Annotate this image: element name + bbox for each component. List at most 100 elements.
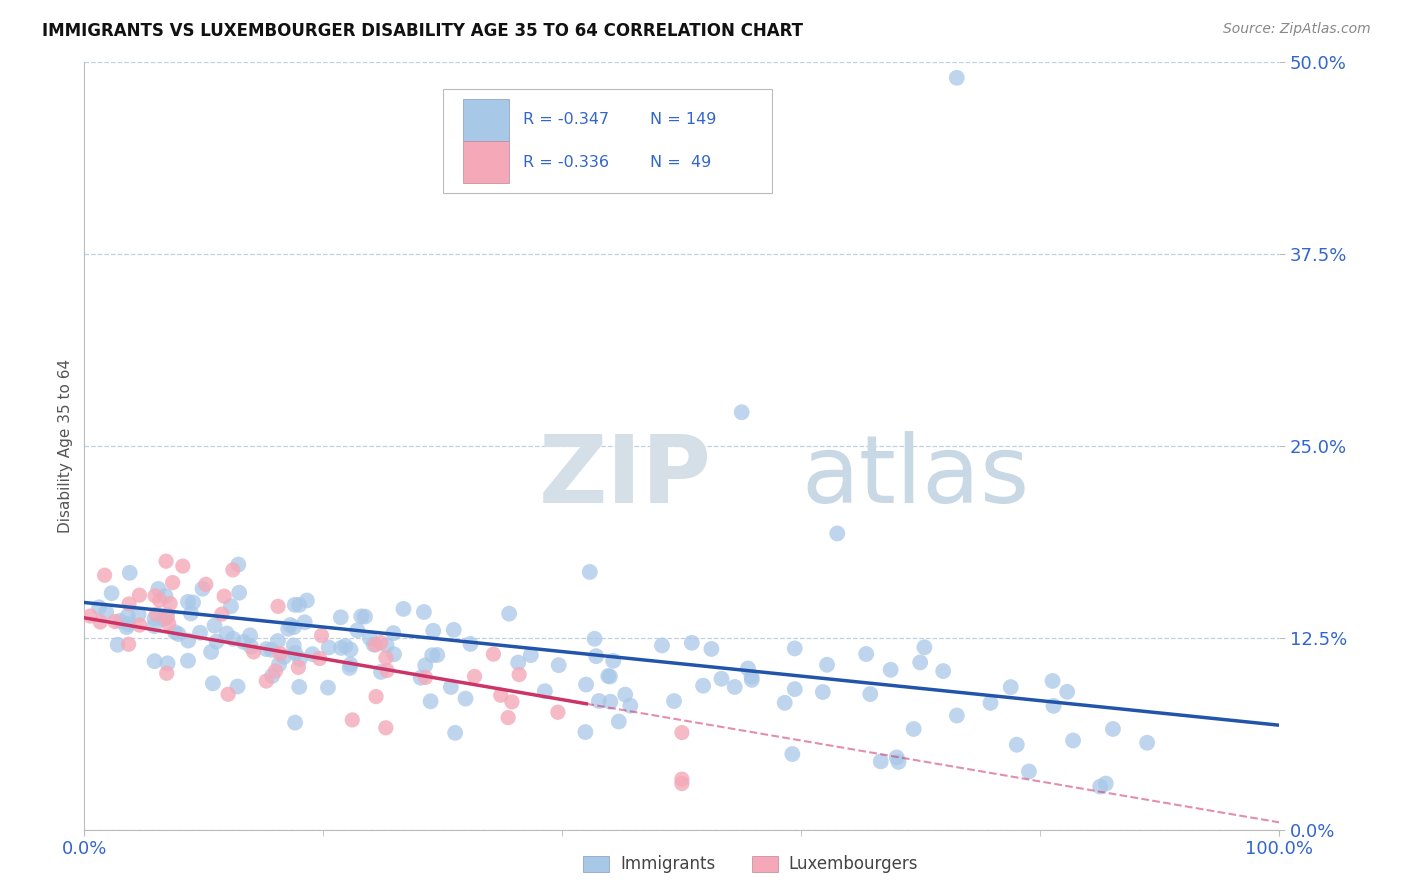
Point: [267, 657, 290, 672]
Point: [413, 658, 436, 673]
Point: [89, 615, 111, 629]
Point: [287, 660, 309, 674]
Point: [1062, 733, 1084, 747]
Point: [148, 582, 170, 596]
Point: [94, 605, 117, 619]
Point: [1005, 738, 1028, 752]
Point: [219, 599, 242, 614]
Point: [228, 558, 250, 572]
Point: [887, 755, 910, 769]
Text: Source: ZipAtlas.com: Source: ZipAtlas.com: [1223, 22, 1371, 37]
Point: [498, 607, 520, 621]
Point: [496, 711, 519, 725]
Point: [855, 647, 877, 661]
Point: [180, 607, 202, 621]
Point: [288, 598, 311, 612]
Point: [118, 566, 141, 580]
Point: [157, 616, 180, 631]
Point: [128, 607, 150, 622]
Point: [1042, 698, 1064, 713]
Point: [908, 656, 931, 670]
Point: [547, 705, 569, 719]
Point: [155, 589, 177, 603]
Point: [156, 657, 179, 671]
Point: [191, 582, 214, 596]
Point: [607, 714, 630, 729]
Point: [200, 645, 222, 659]
Point: [700, 642, 723, 657]
Point: [374, 651, 396, 665]
Point: [226, 680, 249, 694]
Point: [464, 669, 486, 683]
Point: [342, 713, 364, 727]
Point: [107, 638, 129, 652]
Point: [288, 652, 311, 666]
Point: [143, 654, 166, 668]
Point: [117, 637, 139, 651]
Point: [574, 725, 596, 739]
FancyBboxPatch shape: [463, 141, 509, 183]
Point: [318, 640, 340, 655]
Point: [269, 647, 291, 661]
Point: [614, 688, 637, 702]
Point: [501, 695, 523, 709]
Point: [619, 698, 641, 713]
Point: [737, 661, 759, 675]
Point: [382, 626, 405, 640]
Point: [1042, 673, 1064, 688]
Point: [912, 640, 935, 655]
Point: [420, 648, 443, 663]
Point: [412, 605, 434, 619]
Point: [339, 657, 361, 672]
Text: R = -0.347: R = -0.347: [523, 112, 609, 128]
Text: ZIP: ZIP: [538, 431, 711, 523]
Point: [283, 639, 305, 653]
Point: [671, 772, 693, 786]
Point: [222, 632, 245, 646]
Point: [162, 575, 184, 590]
Text: N = 149: N = 149: [650, 112, 716, 128]
Point: [145, 607, 167, 622]
Point: [143, 589, 166, 603]
Point: [1102, 722, 1125, 736]
Point: [212, 589, 235, 603]
Point: [267, 599, 290, 614]
Y-axis label: Disability Age 35 to 64: Disability Age 35 to 64: [58, 359, 73, 533]
Point: [575, 677, 598, 691]
Point: [710, 672, 733, 686]
Point: [294, 615, 316, 630]
Point: [409, 671, 432, 685]
Point: [194, 577, 217, 591]
Point: [946, 70, 969, 85]
Point: [869, 755, 891, 769]
Point: [374, 721, 396, 735]
Point: [242, 645, 264, 659]
Point: [731, 405, 754, 419]
Point: [422, 624, 444, 638]
Point: [364, 690, 387, 704]
Point: [662, 694, 685, 708]
Point: [277, 622, 299, 636]
Point: [108, 614, 131, 628]
Point: [946, 708, 969, 723]
Point: [460, 637, 482, 651]
Point: [267, 634, 290, 648]
Point: [671, 725, 693, 739]
Point: [375, 664, 398, 678]
Point: [346, 624, 368, 638]
Point: [260, 643, 283, 657]
Text: R = -0.336: R = -0.336: [523, 154, 609, 169]
FancyBboxPatch shape: [463, 99, 509, 141]
Point: [239, 628, 262, 642]
Point: [598, 669, 620, 683]
Point: [350, 609, 373, 624]
Point: [489, 688, 512, 702]
Point: [599, 669, 621, 683]
Point: [534, 684, 557, 698]
Point: [254, 642, 277, 657]
Point: [382, 647, 405, 661]
Point: [1056, 685, 1078, 699]
Point: [167, 627, 190, 641]
Point: [692, 679, 714, 693]
Point: [354, 609, 377, 624]
